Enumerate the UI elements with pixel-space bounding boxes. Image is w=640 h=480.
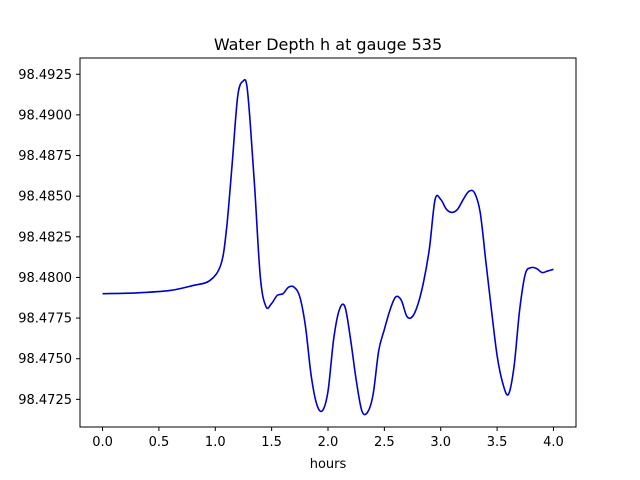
x-tick-label: 2.0 (318, 435, 339, 450)
x-tick-label: 2.5 (374, 435, 395, 450)
y-tick-label: 98.4850 (18, 190, 72, 205)
plot-frame (79, 57, 577, 428)
y-tick-label: 98.4750 (18, 352, 72, 367)
x-tick-label: 0.5 (149, 435, 170, 450)
y-tick-label: 98.4900 (18, 108, 72, 123)
y-tick-label: 98.4725 (18, 393, 72, 408)
x-tick-label: 0.0 (92, 435, 113, 450)
x-tick-label: 4.0 (543, 435, 564, 450)
y-tick-label: 98.4875 (18, 149, 72, 164)
x-axis-label: hours (310, 457, 347, 472)
y-tick-label: 98.4925 (18, 68, 72, 83)
chart-title: Water Depth h at gauge 535 (214, 35, 442, 54)
y-axis: 98.4725 98.4750 98.4775 98.4800 98.4825 98.48… (18, 68, 80, 408)
x-tick-label: 1.5 (261, 435, 282, 450)
y-tick-label: 98.4800 (18, 271, 72, 286)
y-tick-label: 98.4825 (18, 230, 72, 245)
x-axis: 0.0 0.5 1.0 1.5 2.0 2.5 3.0 3.5 4.0 (92, 427, 564, 450)
series-line-0 (102, 78, 554, 416)
plot-area (102, 78, 554, 416)
x-tick-label: 3.5 (487, 435, 508, 450)
x-tick-label: 3.0 (430, 435, 451, 450)
x-tick-label: 1.0 (205, 435, 226, 450)
y-tick-label: 98.4775 (18, 312, 72, 327)
